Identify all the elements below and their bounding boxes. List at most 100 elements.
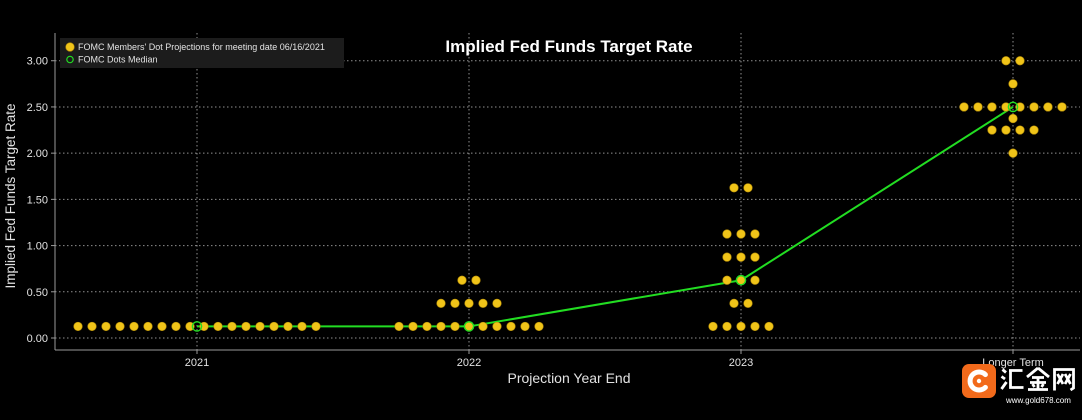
fomc-dot-2022-0-625-1 [457, 275, 467, 285]
legend-median-marker-icon [66, 55, 74, 64]
fomc-dot-longer-term-2-5-1 [959, 102, 969, 112]
fomc-dot-longer-term-2-25-3 [1015, 125, 1025, 135]
watermark-logo-lettering [1000, 366, 1075, 392]
fomc-dot-2021-0-125-6 [143, 321, 153, 332]
fomc-dot-2023-1-125-2 [736, 229, 746, 239]
fomc-dot-longer-term-3-1 [1001, 56, 1011, 66]
fomc-dot-2022-0-125-10 [520, 321, 530, 332]
fomc-dot-2022-0-625-2 [471, 275, 481, 285]
fomc-dot-2021-0-125-12 [227, 321, 237, 332]
fomc-dot-2021-0-125-2 [87, 321, 97, 332]
fomc-dot-2022-0-125-2 [408, 321, 418, 332]
fomc-dot-2021-0-125-8 [171, 321, 181, 332]
fomc-dot-2022-0-125-9 [506, 321, 516, 332]
fomc-dot-2021-0-125-13 [241, 321, 251, 332]
fomc-dot-2021-0-125-11 [213, 321, 223, 332]
fomc-dot-2021-0-125-7 [157, 321, 167, 332]
fomc-dot-longer-term-2-5-2 [973, 102, 983, 112]
fomc-dot-longer-term-2-5-5 [1015, 102, 1025, 112]
legend-label-median: FOMC Dots Median [78, 55, 158, 65]
fomc-dot-longer-term-3-2 [1015, 56, 1025, 66]
fomc-dot-2022-0-125-1 [394, 321, 404, 332]
watermark: www.gold678.com [962, 364, 1075, 405]
fomc-dot-longer-term-2-5-7 [1043, 102, 1053, 112]
fomc-dot-2023-1-625-1 [729, 183, 739, 193]
fomc-dot-2023-0-125-2 [722, 321, 732, 332]
fomc-dot-2021-0-125-4 [115, 321, 125, 332]
fomc-dot-2022-0-375-4 [478, 298, 488, 308]
watermark-glyph-wang [1053, 368, 1075, 392]
fomc-dot-2023-0-125-1 [708, 321, 718, 332]
fomc-dot-longer-term-2-25-2 [1001, 125, 1011, 135]
fomc-dot-2023-0-875-3 [750, 252, 760, 262]
fomc-dot-2023-0-875-1 [722, 252, 732, 262]
fomc-dot-longer-term-2-25-1 [987, 125, 997, 135]
median-line-layer [197, 106, 1014, 328]
x-axis-ticks: 2021 2022 2023 Longer Term [185, 350, 1044, 369]
fomc-dot-2021-0-125-14 [255, 321, 265, 332]
fomc-dot-2021-0-125-9 [185, 321, 195, 332]
fomc-dots [73, 56, 1067, 332]
watermark-logo-dot-icon [976, 378, 982, 384]
fomc-dot-2021-0-125-16 [283, 321, 293, 332]
fomc-dot-2023-1-125-1 [722, 229, 732, 239]
y-tick-label-3-00: 3.00 [27, 56, 48, 68]
fomc-dot-2021-0-125-15 [269, 321, 279, 332]
y-tick-label-2-00: 2.00 [27, 148, 48, 160]
legend-box [60, 38, 344, 68]
x-tick-label-2023: 2023 [729, 357, 753, 369]
x-tick-label-longer-term: Longer Term [982, 357, 1044, 369]
fomc-dot-2022-0-375-5 [492, 298, 502, 308]
median-marker-2021 [191, 321, 203, 332]
watermark-logo-c-icon [967, 369, 988, 393]
fomc-dot-longer-term-2-75-1 [1008, 79, 1018, 89]
y-tick-label-0-00: 0.00 [27, 333, 48, 345]
watermark-glyph-jin [1026, 366, 1050, 391]
fomc-dot-2023-0-375-1 [729, 298, 739, 308]
fomc-dot-2022-0-125-5 [450, 321, 460, 332]
fomc-dot-2022-0-125-4 [436, 321, 446, 332]
median-line [197, 106, 1014, 328]
fomc-dot-2023-0-375-2 [743, 298, 753, 308]
y-tick-label-1-50: 1.50 [27, 194, 48, 206]
y-axis-ticks: 0.00 0.50 1.00 1.50 2.00 2.50 3.00 [27, 56, 55, 345]
fomc-dot-2022-0-375-3 [464, 298, 474, 308]
x-tick-label-2022: 2022 [457, 357, 481, 369]
fomc-dot-2022-0-125-8 [492, 321, 502, 332]
median-markers [191, 101, 1019, 332]
fomc-dot-longer-term-2-5-4 [1001, 102, 1011, 112]
median-marker-2023 [735, 274, 747, 286]
fomc-dot-longer-term-2-1 [1008, 148, 1018, 158]
fomc-dot-longer-term-2-5-3 [987, 102, 997, 112]
fomc-dot-2021-0-125-18 [311, 321, 321, 332]
y-tick-label-2-50: 2.50 [27, 102, 48, 114]
fomc-dot-2022-0-125-11 [534, 321, 544, 332]
fomc-dot-longer-term-2-5-6 [1029, 102, 1039, 112]
legend-label-dot-projections: FOMC Members' Dot Projections for meetin… [78, 42, 325, 52]
fomc-dot-2023-0-125-4 [750, 321, 760, 332]
watermark-url: www.gold678.com [1005, 396, 1071, 405]
fomc-dot-2023-0-125-5 [764, 321, 774, 332]
gridlines [55, 33, 1080, 350]
y-tick-label-1-00: 1.00 [27, 241, 48, 253]
fomc-dot-2022-0-125-7 [478, 321, 488, 332]
y-tick-label-0-50: 0.50 [27, 287, 48, 299]
fomc-dot-2023-0-875-2 [736, 252, 746, 262]
fomc-dot-2021-0-125-3 [101, 321, 111, 332]
chart-title: Implied Fed Funds Target Rate [445, 37, 692, 56]
median-marker-2022 [463, 321, 475, 332]
watermark-glyph-hui [1000, 368, 1024, 390]
fomc-dot-2022-0-375-2 [450, 298, 460, 308]
legend: FOMC Members' Dot Projections for meetin… [60, 38, 344, 68]
fomc-dot-2023-0-125-3 [736, 321, 746, 332]
y-axis-title: Implied Fed Funds Target Rate [3, 103, 18, 288]
median-marker-longer-term [1007, 101, 1019, 113]
x-tick-label-2021: 2021 [185, 357, 209, 369]
fomc-dot-2021-0-125-17 [297, 321, 307, 332]
x-axis-title: Projection Year End [508, 370, 631, 386]
fomc-dot-2023-0-625-1 [722, 275, 732, 285]
fomc-dot-2023-1-625-2 [743, 183, 753, 193]
fomc-dot-2021-0-125-10 [199, 321, 209, 332]
legend-dot-marker-icon [65, 42, 75, 52]
fomc-dot-2023-1-125-3 [750, 229, 760, 239]
